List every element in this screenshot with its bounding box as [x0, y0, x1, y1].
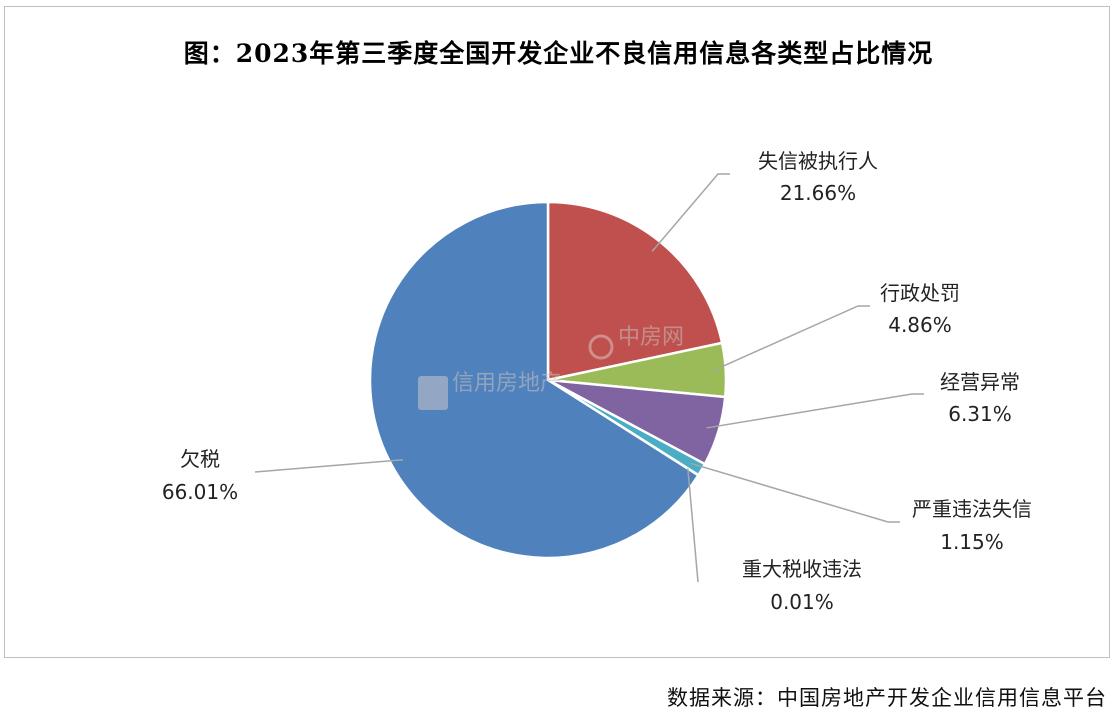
slice-label-value-3: 6.31% [948, 402, 1012, 426]
slice-label-value-2: 4.86% [888, 313, 952, 337]
watermark-circle-icon [588, 334, 614, 360]
slice-label-name-6: 欠税 [180, 447, 220, 471]
leader-line-2 [712, 305, 870, 372]
slice-labels: 失信被执行人 21.66% 行政处罚 4.86% 经营异常 6.31% 严重违法失信 1.15… [162, 149, 1032, 614]
slice-label-name-3: 经营异常 [940, 370, 1020, 394]
slice-label-value-5: 0.01% [770, 590, 834, 614]
leader-line-6 [254, 459, 404, 473]
slice-label-value-1: 21.66% [780, 181, 856, 205]
leader-line-4 [690, 462, 900, 523]
slice-label-value-4: 1.15% [940, 530, 1004, 554]
pie-slices [368, 200, 728, 560]
slice-label-name-4: 严重违法失信 [912, 497, 1032, 521]
data-source: 数据来源：中国房地产开发企业信用信息平台 [667, 686, 1107, 710]
slice-label-name-5: 重大税收违法 [742, 557, 862, 581]
leader-line-5 [687, 468, 699, 583]
leader-lines [254, 173, 924, 583]
slice-label-name-1: 失信被执行人 [758, 149, 878, 173]
watermark-text-left: 信用房地产 [452, 371, 562, 396]
chart-title: 图：2023年第三季度全国开发企业不良信用信息各类型占比情况 [183, 39, 934, 68]
leader-line-3 [706, 393, 924, 429]
pie-slice-6 [368, 200, 701, 560]
watermark-logo-icon [418, 376, 448, 410]
slice-label-value-6: 66.01% [162, 480, 238, 504]
watermark-text-right: 中房网 [618, 325, 684, 350]
leader-line-1 [651, 173, 730, 252]
watermark: 信用房地产 中房网 [418, 325, 684, 410]
slice-label-name-2: 行政处罚 [880, 281, 960, 305]
